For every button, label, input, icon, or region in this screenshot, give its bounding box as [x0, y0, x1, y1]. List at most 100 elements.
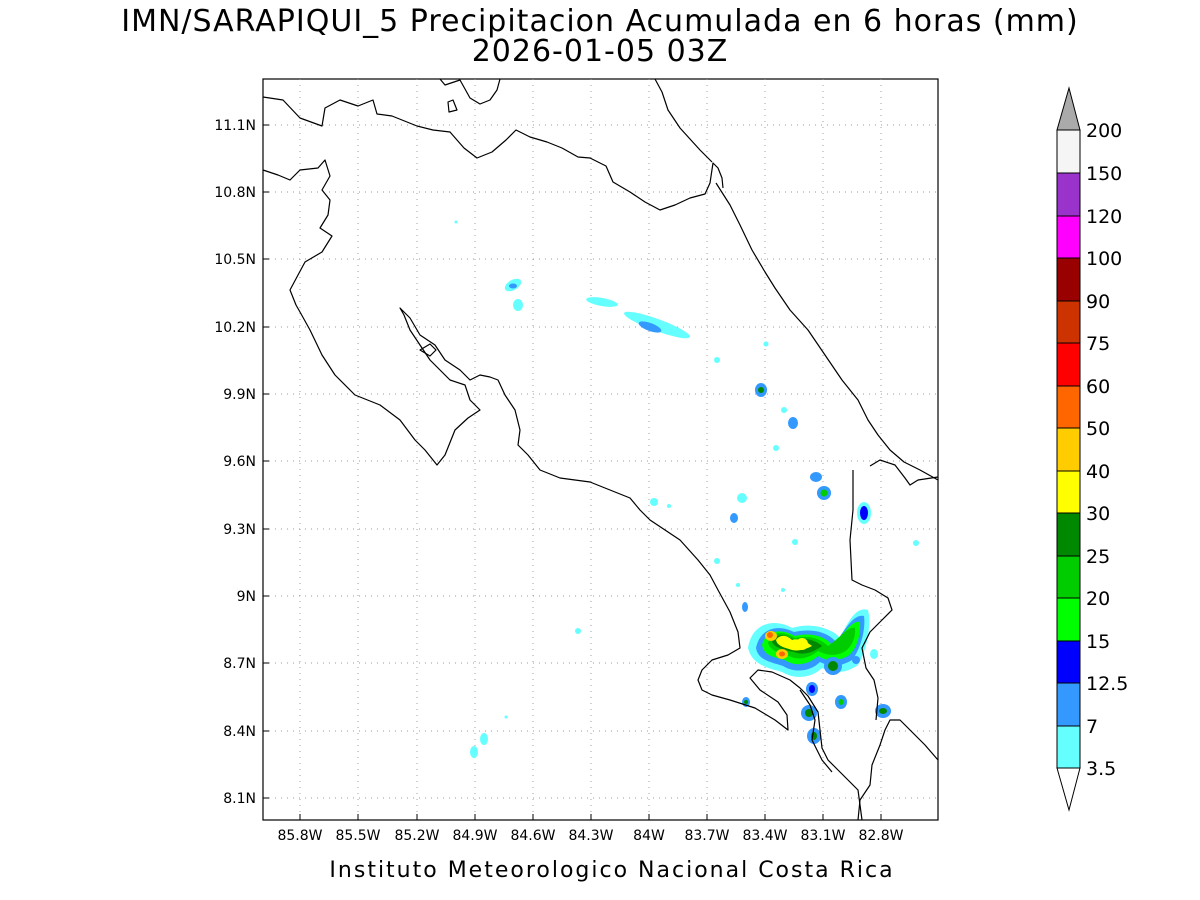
lon-label: 84W — [633, 828, 665, 844]
lat-label: 8.4N — [223, 724, 256, 740]
colorbar-bin-90-100 — [1056, 257, 1081, 302]
colorbar-label: 60 — [1086, 376, 1110, 398]
precip-patch-light — [480, 733, 488, 745]
colorbar-label: 20 — [1086, 588, 1110, 610]
colorbar-label: 90 — [1086, 291, 1110, 313]
precip-patch-light — [454, 220, 458, 224]
colorbar-labels: 3.5 7 12.5 15 20 25 30 40 50 60 75 90 10… — [1086, 120, 1128, 780]
colorbar-label: 30 — [1086, 503, 1110, 525]
lon-label: 85.2W — [394, 828, 439, 844]
colorbar-bin-50-60 — [1056, 385, 1081, 429]
tick-marks — [263, 124, 882, 820]
panama-south-border — [849, 470, 893, 721]
colorbar-bin-15-20 — [1056, 597, 1081, 642]
lat-label: 11.1N — [214, 118, 256, 134]
precip-cluster-south — [742, 609, 891, 744]
precip-patch-moderate — [509, 283, 517, 289]
map-panel: 85.8W 85.5W 85.2W 84.9W 84.6W 84.3W 84W … — [214, 78, 939, 844]
caribbean-coast — [715, 182, 939, 481]
lon-label: 83.1W — [800, 828, 845, 844]
precip-patch-light — [773, 445, 779, 451]
precip-patch-moderate — [730, 513, 738, 523]
nicaragua-east-coast — [439, 78, 501, 105]
precip-patch-light — [513, 299, 523, 311]
colorbar-label: 75 — [1086, 333, 1110, 355]
colorbar-bin-100-120 — [1056, 215, 1081, 259]
lat-label: 9.3N — [223, 522, 256, 538]
precip-patch-moderate — [638, 321, 662, 333]
lat-label: 10.8N — [214, 185, 256, 201]
lat-label: 10.2N — [214, 320, 256, 336]
colorbar-bin-25-30 — [1056, 512, 1081, 557]
lat-label: 8.1N — [223, 791, 256, 807]
lat-tick-labels: 8.1N 8.4N 8.7N 9N 9.3N 9.6N 9.9N 10.2N 1… — [214, 118, 256, 807]
lon-label: 85.5W — [335, 828, 380, 844]
colorbar-label: 100 — [1086, 248, 1122, 270]
colorbar-bin-75-90 — [1056, 300, 1081, 344]
lon-label: 82.8W — [858, 828, 903, 844]
colorbar-label: 3.5 — [1086, 758, 1116, 780]
lat-label: 9.6N — [223, 454, 256, 470]
precip-patch-light — [470, 746, 478, 758]
lon-label: 85.8W — [277, 828, 322, 844]
panama-border — [869, 459, 939, 486]
coastline-layer — [262, 78, 939, 821]
lon-label: 84.6W — [510, 828, 555, 844]
precip-patch-light — [667, 504, 671, 508]
colorbar — [1056, 86, 1081, 812]
colorbar-bin-3.5-7 — [1056, 725, 1081, 769]
colorbar-label: 15 — [1086, 631, 1110, 653]
lon-label: 83.4W — [742, 828, 787, 844]
colorbar-label: 12.5 — [1086, 673, 1128, 695]
precip-patch-light — [913, 540, 919, 546]
lat-label: 9N — [237, 589, 256, 605]
lon-label: 84.3W — [568, 828, 613, 844]
precip-patch-heavy — [758, 387, 764, 393]
colorbar-label: 7 — [1086, 716, 1098, 738]
precip-patch-light — [714, 357, 720, 363]
precip-patch-light — [650, 498, 658, 506]
lon-tick-labels: 85.8W 85.5W 85.2W 84.9W 84.6W 84.3W 84W … — [277, 828, 903, 844]
precip-patch-heavy — [820, 489, 828, 497]
colorbar-bin-12.5-15 — [1056, 640, 1081, 684]
lake-island — [447, 99, 458, 113]
map-frame — [262, 78, 939, 821]
footer-credit: Instituto Meteorologico Nacional Costa R… — [329, 858, 894, 883]
burica-peninsula — [857, 719, 939, 821]
precip-patch-light — [575, 628, 581, 634]
colorbar-label: 50 — [1086, 418, 1110, 440]
colorbar-bin-7-12.5 — [1056, 682, 1081, 727]
precip-patch-light — [736, 583, 740, 587]
nicoya-gulf-island — [419, 343, 437, 357]
colorbar-label: 200 — [1086, 120, 1122, 142]
colorbar-bin-20-25 — [1056, 555, 1081, 599]
precip-patch-light — [763, 341, 769, 347]
colorbar-bin-30-40 — [1056, 470, 1081, 514]
precipitation-layer — [454, 220, 919, 758]
precip-patch-moderate — [810, 472, 822, 482]
colorbar-bin-120-150 — [1056, 172, 1081, 217]
colorbar-bin-150-200 — [1056, 129, 1081, 174]
precip-patch-light — [624, 311, 690, 339]
nicaragua-border — [262, 96, 724, 211]
map-title: IMN/SARAPIQUI_5 Precipitacion Acumulada … — [121, 4, 1078, 39]
pacific-coast — [262, 159, 863, 821]
precip-patch-strong — [860, 506, 868, 520]
lon-label: 84.9W — [452, 828, 497, 844]
colorbar-label: 40 — [1086, 461, 1110, 483]
colorbar-label: 150 — [1086, 163, 1122, 185]
precip-patch-light — [714, 558, 720, 564]
osa-peninsula — [799, 689, 833, 773]
precip-patch-light — [737, 493, 747, 503]
precip-patch-light — [504, 715, 508, 719]
precip-patch-light — [586, 297, 618, 307]
colorbar-label: 120 — [1086, 206, 1122, 228]
colorbar-label: 25 — [1086, 546, 1110, 568]
map-datetime: 2026-01-05 03Z — [472, 34, 729, 69]
colorbar-min-triangle — [1056, 767, 1081, 812]
colorbar-bin-60-75 — [1056, 342, 1081, 387]
precip-patch-light — [792, 539, 798, 545]
lat-label: 10.5N — [214, 252, 256, 268]
precip-patch-light — [781, 407, 787, 413]
colorbar-max-triangle — [1056, 86, 1081, 131]
